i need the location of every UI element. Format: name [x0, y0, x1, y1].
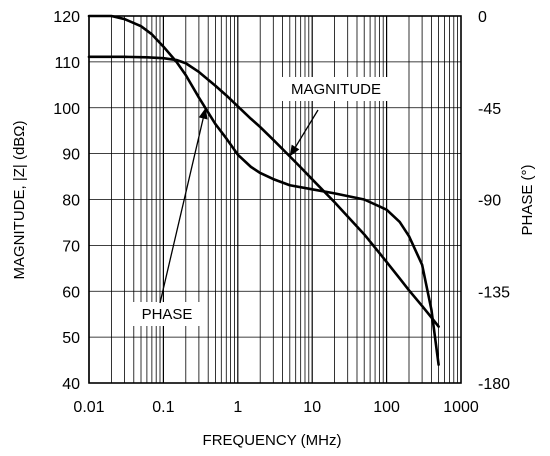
phase-annotation-arrowhead: [198, 107, 208, 120]
magnitude-annotation-background: [275, 77, 397, 101]
x-axis-title: FREQUENCY (MHz): [203, 432, 342, 449]
x-tick-label: 1000: [443, 399, 479, 416]
y-left-tick-labels: 40 50 60 70 80 90 100 110 120: [53, 9, 80, 393]
phase-annotation-arrow-line: [159, 107, 207, 304]
y-right-tick-label: -90: [478, 193, 501, 210]
x-tick-label: 0.1: [152, 399, 174, 416]
magnitude-annotation-arrowhead: [289, 144, 300, 157]
y-right-axis-title: PHASE (°): [519, 164, 536, 235]
data-series: [87, 14, 440, 366]
y-left-tick-label: 50: [62, 330, 80, 347]
magnitude-line: [87, 55, 440, 328]
y-right-tick-label: -45: [478, 101, 501, 118]
y-left-tick-label: 110: [54, 55, 80, 72]
x-tick-label: 0.01: [73, 399, 104, 416]
y-left-tick-label: 100: [53, 101, 80, 118]
phase-annotation-label: PHASE: [142, 306, 193, 323]
y-right-tick-labels: -180 -135 -90 -45 0: [478, 9, 510, 393]
magnitude-annotation-label: MAGNITUDE: [291, 81, 381, 98]
phase-annotation-background: [132, 302, 202, 326]
plot-frame: [88, 15, 462, 384]
y-right-tick-label: -180: [478, 376, 510, 393]
y-left-tick-label: 70: [62, 238, 80, 255]
x-tick-label: 1: [233, 399, 242, 416]
y-left-tick-label: 60: [62, 284, 80, 301]
annotations: MAGNITUDE PHASE: [132, 77, 397, 326]
y-left-tick-label: 90: [62, 147, 80, 164]
y-left-axis-title: MAGNITUDE, |Z| (dBΩ): [11, 120, 28, 279]
phase-line: [87, 14, 440, 366]
x-tick-label: 10: [303, 399, 321, 416]
x-tick-labels: 0.01 0.1 1 10 100 1000: [73, 399, 478, 416]
y-left-tick-label: 40: [62, 376, 80, 393]
grid-lines: [88, 15, 461, 384]
y-left-tick-label: 120: [53, 9, 80, 26]
x-tick-label: 100: [373, 399, 400, 416]
y-left-tick-label: 80: [62, 193, 80, 210]
y-right-tick-label: 0: [478, 9, 487, 26]
y-right-tick-label: -135: [478, 284, 510, 301]
